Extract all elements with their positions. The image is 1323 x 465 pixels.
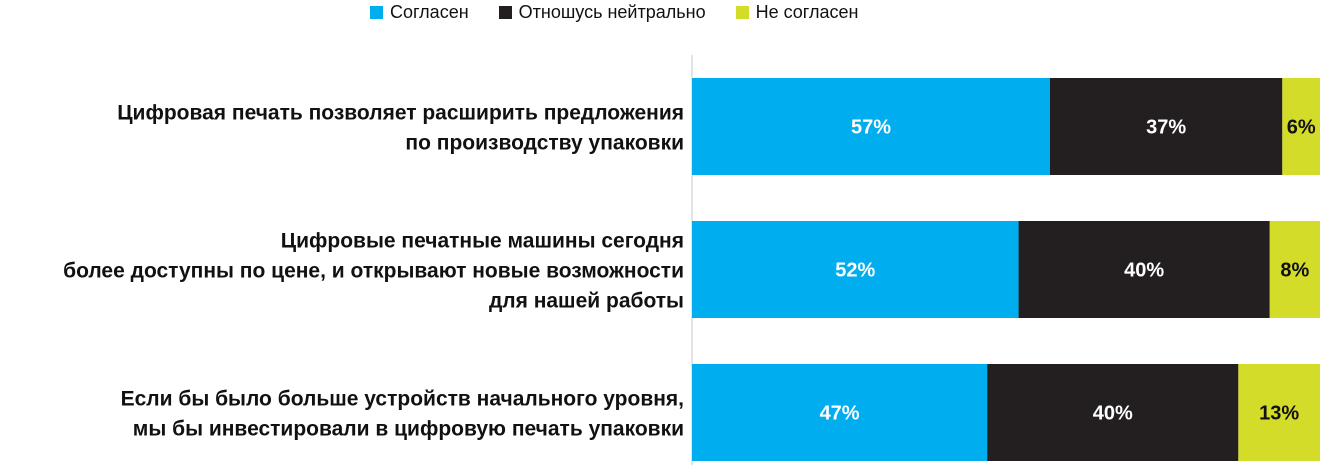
bar-segment-1-series-2 bbox=[1049, 78, 1283, 175]
legend: Согласен Отношусь нейтрально Не согласен bbox=[370, 2, 888, 23]
legend-label-disagree: Не согласен bbox=[755, 2, 859, 22]
category-label-1-line-1: Цифровая печать позволяет расширить пред… bbox=[117, 102, 684, 125]
legend-swatch-agree bbox=[370, 6, 383, 19]
legend-swatch-disagree bbox=[735, 6, 749, 19]
legend-item-neutral: Отношусь нейтрально bbox=[498, 2, 706, 23]
bar-segment-2-series-2 bbox=[1018, 221, 1270, 318]
legend-swatch-neutral bbox=[498, 6, 512, 19]
data-label-2-series-1: 52% bbox=[835, 260, 875, 282]
category-label-3-line-2: мы бы инвестировали в цифровую печать уп… bbox=[133, 418, 684, 441]
bar-segment-3-series-3 bbox=[1238, 364, 1320, 461]
category-label-2-line-2: более доступны по цене, и открывают новы… bbox=[63, 260, 684, 283]
legend-item-disagree: Не согласен bbox=[735, 2, 859, 23]
data-label-1-series-2: 37% bbox=[1146, 117, 1186, 139]
category-label-2-line-3: для нашей работы bbox=[489, 290, 684, 313]
bar-segment-3-series-2 bbox=[987, 364, 1239, 461]
data-label-2-series-2: 40% bbox=[1124, 260, 1164, 282]
bar-segment-3-series-1 bbox=[692, 364, 988, 461]
data-label-3-series-2: 40% bbox=[1093, 403, 1133, 425]
data-label-3-series-1: 47% bbox=[820, 403, 860, 425]
legend-label-neutral: Отношусь нейтрально bbox=[518, 2, 706, 22]
category-label-1-line-2: по производству упаковки bbox=[405, 132, 684, 155]
legend-label-agree: Согласен bbox=[390, 2, 469, 22]
data-label-1-series-3: 6% bbox=[1287, 117, 1316, 139]
bar-segment-2-series-1 bbox=[692, 221, 1019, 318]
bar-segment-1-series-1 bbox=[692, 78, 1050, 175]
bar-segment-2-series-3 bbox=[1269, 221, 1320, 318]
legend-item-agree: Согласен bbox=[370, 2, 469, 23]
data-label-1-series-1: 57% bbox=[851, 117, 891, 139]
bar-segment-1-series-3 bbox=[1282, 78, 1320, 175]
category-label-2-line-1: Цифровые печатные машины сегодня bbox=[281, 230, 684, 253]
data-label-2-series-3: 8% bbox=[1280, 260, 1309, 282]
category-label-3-line-1: Если бы было больше устройств начального… bbox=[121, 388, 684, 411]
data-label-3-series-3: 13% bbox=[1259, 403, 1299, 425]
